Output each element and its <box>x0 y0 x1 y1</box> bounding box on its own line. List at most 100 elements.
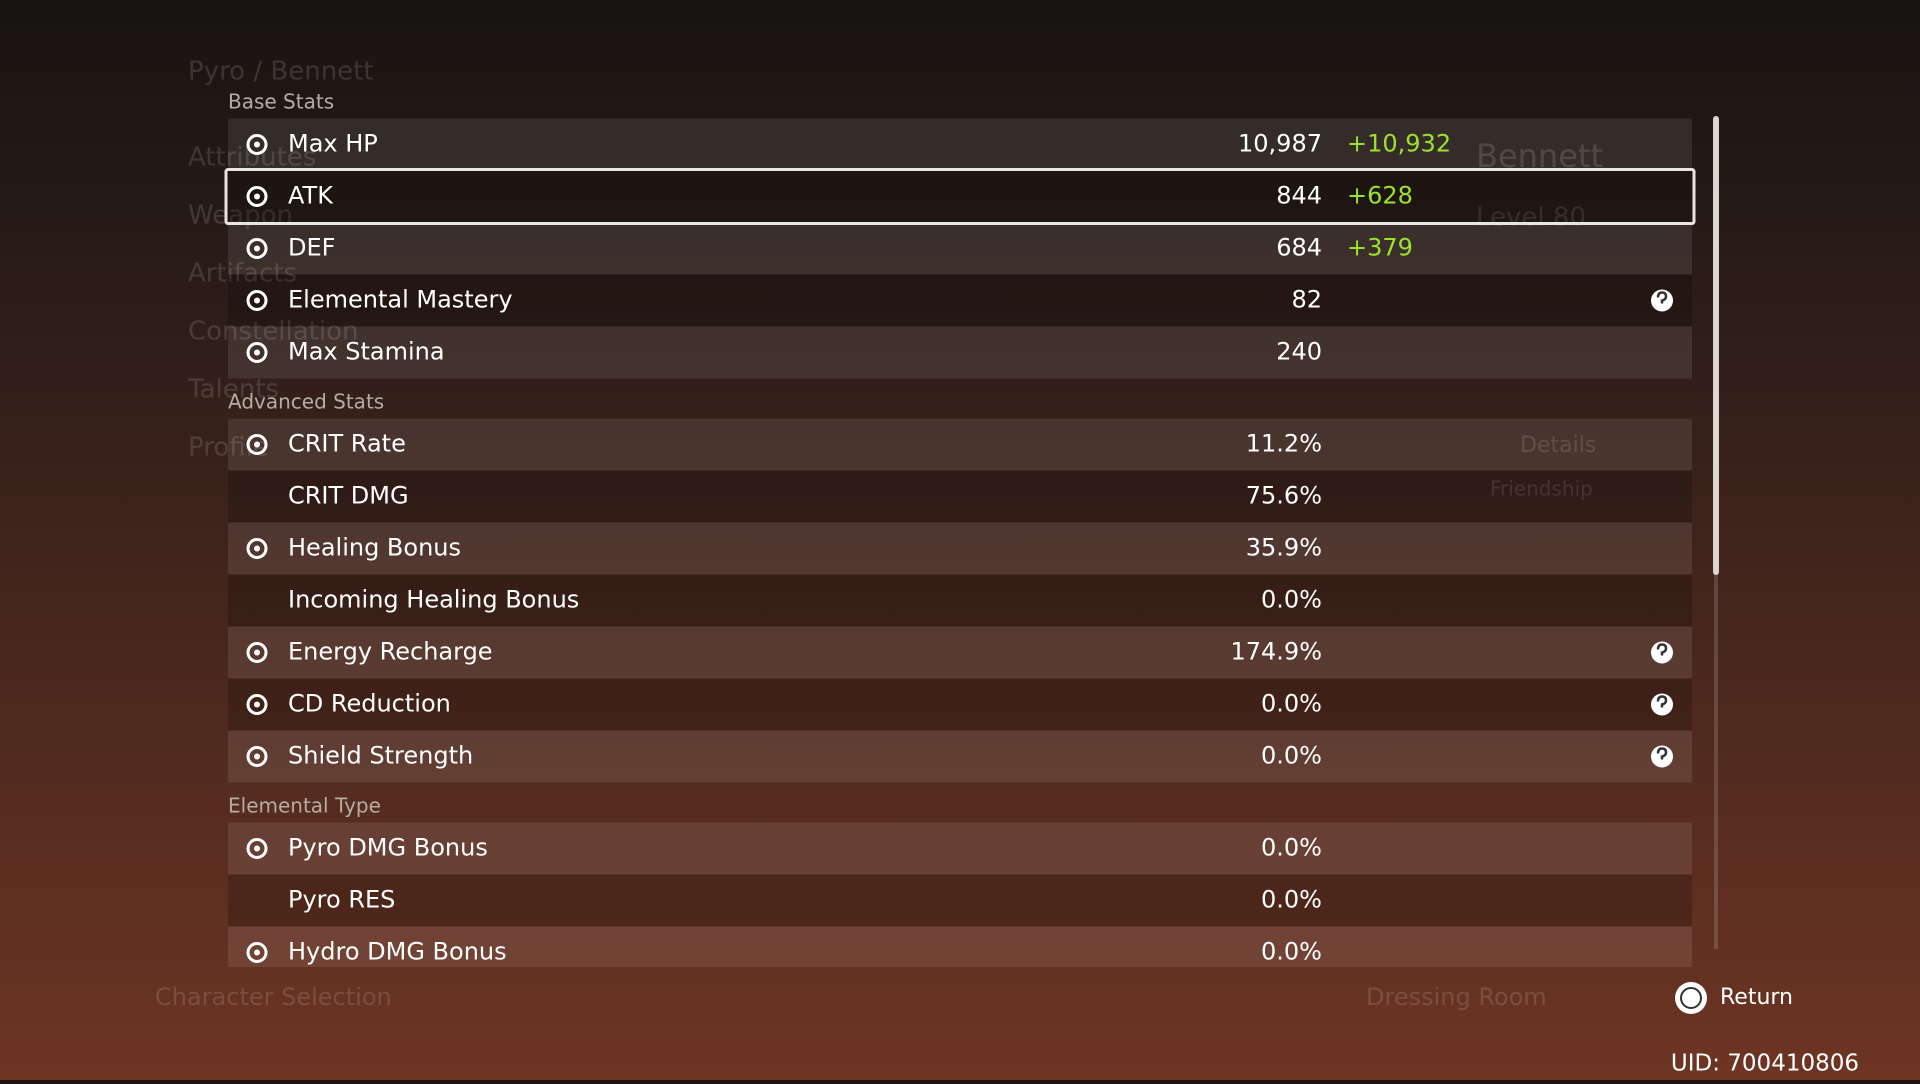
row-background <box>228 574 1692 627</box>
section-title: Advanced Stats <box>228 390 384 414</box>
stat-icon-dot <box>254 701 260 708</box>
stat-label: DEF <box>288 234 335 262</box>
selection-frame <box>224 168 1696 225</box>
stat-row[interactable]: DEF 684 +379 <box>228 222 1692 275</box>
stat-icon-dot <box>254 349 260 356</box>
stat-value: 0.0% <box>1261 834 1322 862</box>
return-icon <box>1675 982 1707 1014</box>
stat-row[interactable]: Hydro DMG Bonus 0.0% <box>228 926 1692 979</box>
stat-value: 35.9% <box>1246 534 1322 562</box>
row-background <box>228 418 1692 471</box>
row-background <box>228 626 1692 679</box>
row-background <box>228 326 1692 379</box>
stat-icon <box>246 942 268 963</box>
stat-row[interactable]: Pyro RES 0.0% <box>228 874 1692 927</box>
stat-icon-dot <box>254 245 260 252</box>
scrollbar-track <box>1714 116 1718 949</box>
stat-row[interactable]: Incoming Healing Bonus 0.0% <box>228 574 1692 627</box>
stat-icon-dot <box>254 193 260 200</box>
stat-row[interactable]: Healing Bonus 35.9% <box>228 522 1692 575</box>
stat-bonus: +10,932 <box>1347 130 1451 158</box>
stat-value: 0.0% <box>1261 690 1322 718</box>
stat-icon-dot <box>254 649 260 656</box>
stat-value: 0.0% <box>1261 586 1322 614</box>
stat-value: 11.2% <box>1246 430 1322 458</box>
side-menu-item: Artifacts <box>188 259 297 289</box>
stat-icon <box>246 538 268 559</box>
stat-icon-dot <box>254 141 260 148</box>
stat-row[interactable]: Max HP 10,987 +10,932 <box>228 118 1692 171</box>
stat-label: Pyro RES <box>288 886 395 914</box>
return-label[interactable]: Return <box>1720 985 1793 1010</box>
side-menu-item: Profile <box>188 433 269 463</box>
stat-value: 844 <box>1276 182 1322 210</box>
side-menu-item: Attributes <box>188 143 316 173</box>
stat-row[interactable]: ATK 844 +628 <box>224 168 1696 225</box>
stat-icon <box>246 838 268 859</box>
stat-row[interactable]: Pyro DMG Bonus 0.0% <box>228 822 1692 875</box>
return-icon-ring <box>1680 987 1702 1009</box>
help-mark <box>1656 695 1668 708</box>
stat-label: CD Reduction <box>288 690 451 718</box>
stat-icon-dot <box>254 845 260 852</box>
stat-value: 174.9% <box>1230 638 1322 666</box>
stat-icon-dot <box>254 949 260 956</box>
row-background <box>228 926 1692 967</box>
side-menu-item: Talents <box>187 375 279 405</box>
stat-label: ATK <box>288 182 334 210</box>
stat-value: 0.0% <box>1261 742 1322 770</box>
stat-value: 75.6% <box>1246 482 1322 510</box>
row-background <box>228 170 1692 223</box>
row-background <box>228 470 1692 523</box>
stat-value: 0.0% <box>1261 938 1322 966</box>
stat-row[interactable]: Max Stamina 240 <box>228 326 1692 379</box>
stat-icon-dot <box>254 441 260 448</box>
stat-icon <box>246 186 268 207</box>
stat-value: 0.0% <box>1261 886 1322 914</box>
row-background <box>228 118 1692 171</box>
side-menu-item: Weapon <box>188 201 293 231</box>
row-background <box>228 222 1692 275</box>
stat-bonus: +628 <box>1347 182 1413 210</box>
side-menu-item: Constellation <box>188 317 358 347</box>
row-background <box>228 874 1692 927</box>
stat-label: Max Stamina <box>288 338 445 366</box>
stat-label: Energy Recharge <box>288 638 493 666</box>
dressing-room: Dressing Room <box>1366 983 1547 1011</box>
stat-row[interactable]: Energy Recharge 174.9% <box>228 626 1692 679</box>
stats-panel: Base Stats Max HP 10,987 +10,932 ATK 844 +628 D… <box>224 90 1696 979</box>
stat-value: 240 <box>1276 338 1322 366</box>
stat-label: CRIT DMG <box>288 482 409 510</box>
help-mark <box>1656 643 1668 656</box>
stat-label: Elemental Mastery <box>288 286 513 314</box>
help-mark <box>1656 291 1668 304</box>
row-background <box>228 522 1692 575</box>
stat-icon <box>246 746 268 767</box>
stat-bonus: +379 <box>1347 234 1413 262</box>
stat-value: 10,987 <box>1238 130 1322 158</box>
stat-icon <box>246 694 268 715</box>
stat-row[interactable]: Shield Strength 0.0% <box>228 730 1692 783</box>
stat-label: Healing Bonus <box>288 534 461 562</box>
uid: UID: 700410806 <box>1671 1051 1859 1077</box>
stat-icon <box>246 134 268 155</box>
stat-icon <box>246 238 268 259</box>
stat-label: Pyro DMG Bonus <box>288 834 488 862</box>
stat-row[interactable]: CRIT DMG 75.6% <box>228 470 1692 523</box>
stat-row[interactable]: Elemental Mastery 82 <box>228 274 1692 327</box>
breadcrumb: Pyro / Bennett <box>188 57 374 87</box>
return-button[interactable]: Return <box>1675 982 1793 1014</box>
stat-icon <box>246 342 268 363</box>
stat-label: Incoming Healing Bonus <box>288 586 579 614</box>
stat-value: 684 <box>1276 234 1322 262</box>
stat-row[interactable]: CRIT Rate 11.2% <box>228 418 1692 471</box>
stat-icon <box>246 642 268 663</box>
side-menu: Attributes Weapon Artifacts Constellation Ta… <box>187 143 358 463</box>
row-background <box>228 730 1692 783</box>
row-background <box>228 678 1692 731</box>
stat-row[interactable]: CD Reduction 0.0% <box>228 678 1692 731</box>
stat-label: CRIT Rate <box>288 430 406 458</box>
character-selection: Character Selection <box>155 983 392 1011</box>
